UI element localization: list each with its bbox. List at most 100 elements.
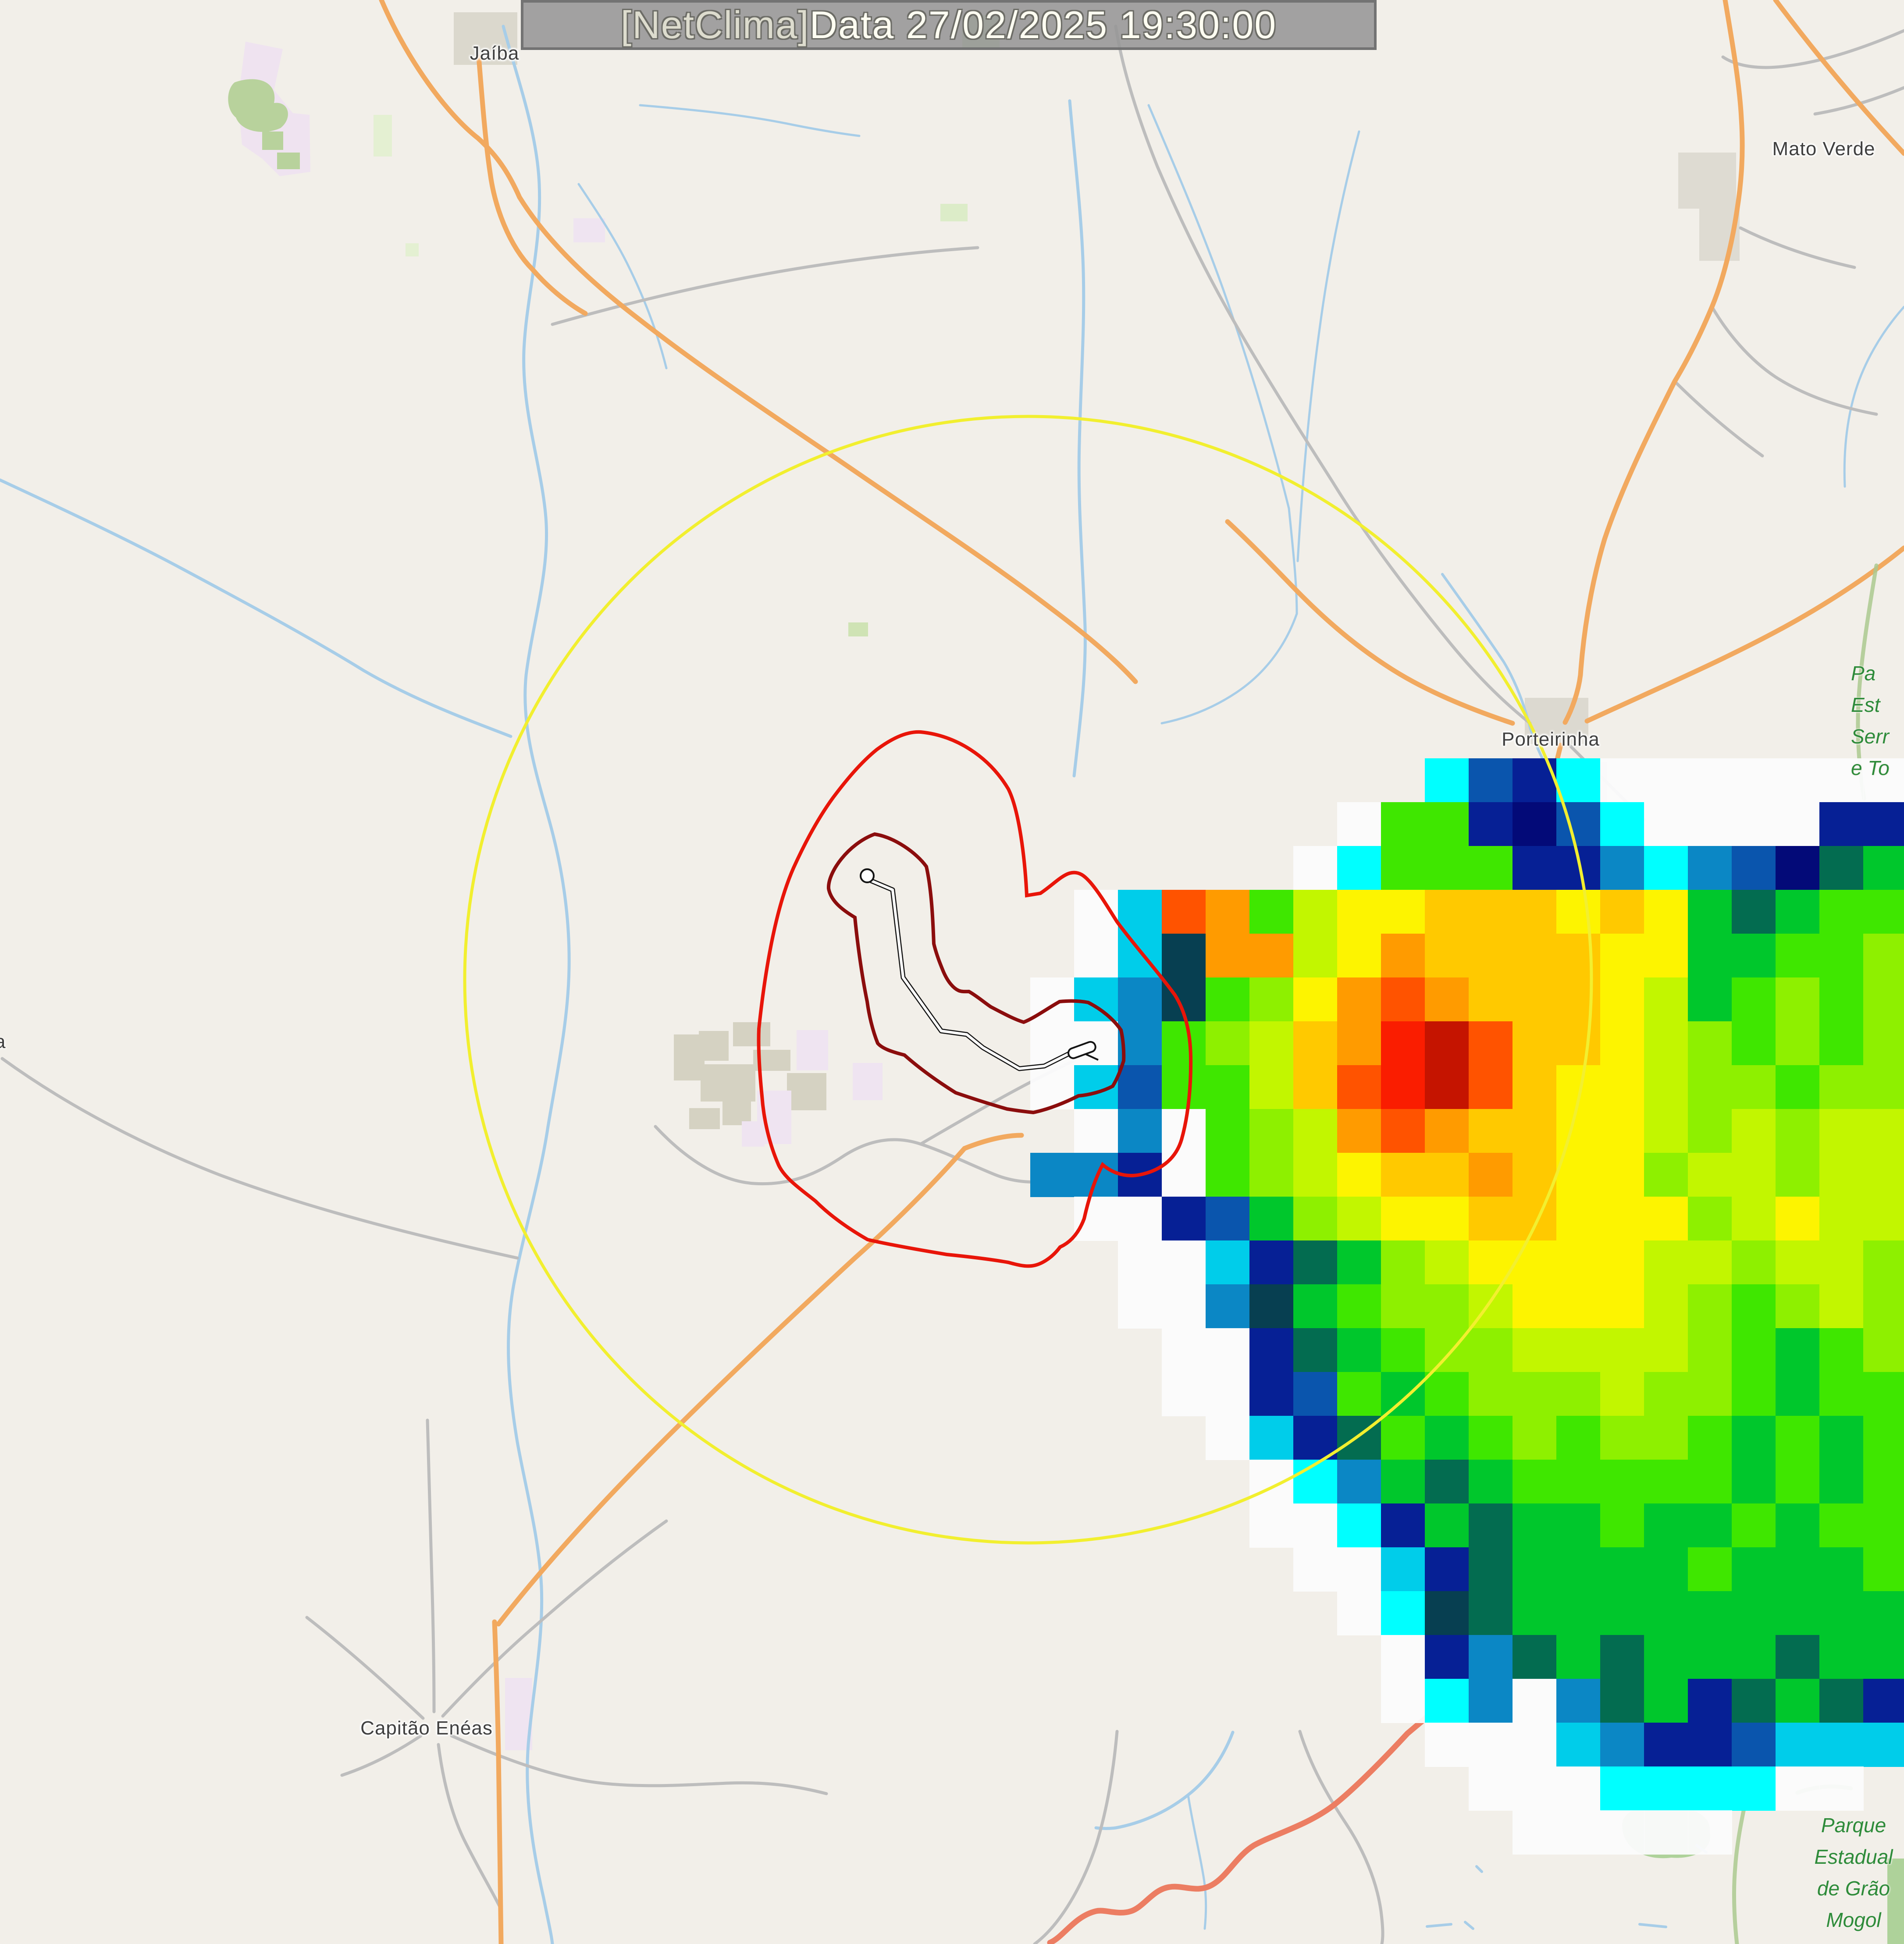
radar-cell bbox=[1249, 1109, 1294, 1153]
radar-cell bbox=[1337, 1153, 1381, 1197]
radar-cell bbox=[1337, 1065, 1381, 1109]
radar-cell bbox=[1206, 1197, 1250, 1241]
radar-cell bbox=[1513, 1240, 1557, 1285]
radar-cell bbox=[1381, 846, 1425, 890]
radar-cell bbox=[1425, 1197, 1469, 1241]
radar-cell bbox=[1381, 1416, 1425, 1460]
radar-cell bbox=[1556, 1284, 1601, 1329]
radar-cell bbox=[1293, 1197, 1338, 1241]
radar-cell bbox=[1556, 977, 1601, 1022]
radar-cell bbox=[1556, 1460, 1601, 1504]
radar-cell bbox=[1688, 934, 1732, 978]
radar-cell bbox=[1644, 1416, 1688, 1460]
radar-cell bbox=[1732, 1021, 1776, 1066]
radar-cell bbox=[1819, 1503, 1864, 1548]
radar-cell bbox=[1776, 1416, 1820, 1460]
radar-cell bbox=[1863, 1197, 1904, 1241]
radar-cell bbox=[1249, 1460, 1294, 1504]
radar-cell bbox=[1863, 1591, 1904, 1635]
radar-cell bbox=[1513, 1109, 1557, 1153]
radar-cell bbox=[1688, 1109, 1732, 1153]
radar-cell bbox=[1249, 890, 1294, 934]
radar-cell bbox=[1556, 1197, 1601, 1241]
radar-cell bbox=[1863, 1021, 1904, 1066]
radar-cell bbox=[1688, 802, 1732, 846]
radar-cell bbox=[1863, 1328, 1904, 1372]
radar-cell bbox=[1513, 977, 1557, 1022]
radar-cell bbox=[1381, 1591, 1425, 1635]
radar-cell bbox=[1206, 1372, 1250, 1416]
radar-cell bbox=[1249, 1372, 1294, 1416]
radar-cell bbox=[1600, 1591, 1644, 1635]
radar-cell bbox=[1644, 1328, 1688, 1372]
radar-cell bbox=[1293, 934, 1338, 978]
radar-cell bbox=[1732, 1065, 1776, 1109]
radar-cell bbox=[1381, 1021, 1425, 1066]
radar-cell bbox=[1556, 1591, 1601, 1635]
radar-cell bbox=[1381, 1065, 1425, 1109]
radar-cell bbox=[1688, 1810, 1732, 1855]
radar-cell bbox=[1425, 1065, 1469, 1109]
radar-cell bbox=[1206, 1416, 1250, 1460]
radar-cell bbox=[1863, 1240, 1904, 1285]
radar-cell bbox=[1074, 934, 1118, 978]
radar-cell bbox=[1863, 802, 1904, 846]
radar-cell bbox=[1381, 1679, 1425, 1723]
radar-cell bbox=[1513, 1372, 1557, 1416]
radar-cell bbox=[1469, 846, 1513, 890]
radar-cell bbox=[1513, 1460, 1557, 1504]
radar-cell bbox=[1118, 890, 1162, 934]
radar-cell bbox=[1863, 1372, 1904, 1416]
radar-cell bbox=[1293, 1547, 1338, 1592]
radar-cell bbox=[1732, 846, 1776, 890]
radar-cell bbox=[1644, 934, 1688, 978]
radar-cell bbox=[1118, 1197, 1162, 1241]
radar-cell bbox=[1337, 1240, 1381, 1285]
radar-cell bbox=[1732, 758, 1776, 803]
radar-cell bbox=[1776, 1240, 1820, 1285]
radar-cell bbox=[1556, 1021, 1601, 1066]
radar-cell bbox=[1819, 1021, 1864, 1066]
storm-contour-inner bbox=[826, 832, 1126, 1115]
radar-cell bbox=[1688, 1679, 1732, 1723]
radar-cell bbox=[1381, 890, 1425, 934]
radar-cell bbox=[1425, 802, 1469, 846]
radar-cell bbox=[1732, 1197, 1776, 1241]
radar-cell bbox=[1513, 934, 1557, 978]
radar-cell bbox=[1425, 934, 1469, 978]
radar-cell bbox=[1776, 1109, 1820, 1153]
radar-cell bbox=[1688, 1635, 1732, 1679]
radar-cell bbox=[1293, 1065, 1338, 1109]
radar-cell bbox=[1688, 1197, 1732, 1241]
radar-cell bbox=[1732, 1503, 1776, 1548]
radar-cell bbox=[1863, 1547, 1904, 1592]
radar-cell bbox=[1863, 1153, 1904, 1197]
radar-cell bbox=[1688, 1153, 1732, 1197]
radar-cell bbox=[1600, 1723, 1644, 1767]
radar-cell bbox=[1776, 1284, 1820, 1329]
radar-cell bbox=[1644, 846, 1688, 890]
radar-cell bbox=[1162, 1372, 1206, 1416]
radar-cell bbox=[1688, 977, 1732, 1022]
radar-cell bbox=[1556, 1372, 1601, 1416]
radar-cell bbox=[1513, 1328, 1557, 1372]
radar-cell bbox=[1425, 1547, 1469, 1592]
radar-cell bbox=[1819, 1416, 1864, 1460]
radar-cell bbox=[1776, 1460, 1820, 1504]
radar-cell bbox=[1425, 1591, 1469, 1635]
radar-cell bbox=[1732, 890, 1776, 934]
park-label-grao-mogol: Parque Estadual de Grão Mogol bbox=[1814, 1814, 1893, 1931]
radar-cell bbox=[1819, 1723, 1864, 1767]
radar-cell bbox=[1337, 934, 1381, 978]
radar-cell bbox=[1776, 890, 1820, 934]
radar-cell bbox=[1863, 1503, 1904, 1548]
radar-cell bbox=[1819, 1153, 1864, 1197]
range-ring-60km bbox=[463, 415, 1593, 1545]
radar-cell bbox=[1293, 977, 1338, 1022]
radar-cell bbox=[1556, 1810, 1601, 1855]
radar-cell bbox=[1513, 1635, 1557, 1679]
radar-cell bbox=[1556, 890, 1601, 934]
radar-cell bbox=[1206, 1153, 1250, 1197]
radar-cell bbox=[1425, 846, 1469, 890]
